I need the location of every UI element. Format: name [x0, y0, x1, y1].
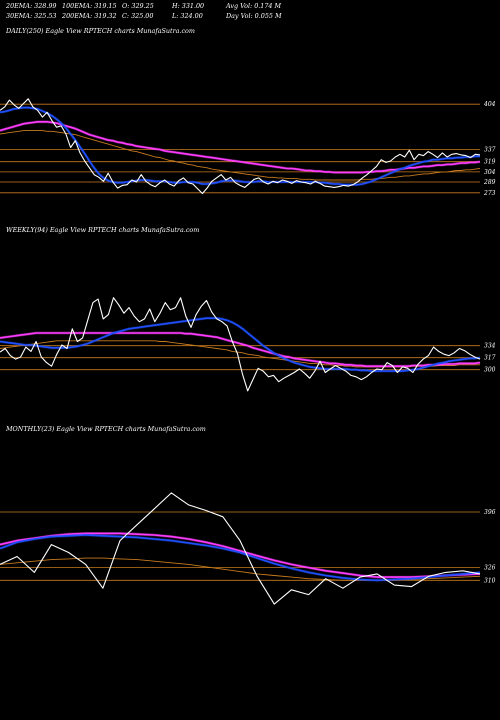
ema20-readout: 20EMA: 328.99: [6, 2, 57, 10]
ema200-readout: 200EMA: 319.32: [62, 12, 117, 20]
weekly-level-label: 300: [484, 367, 496, 374]
low-readout: L: 324.00: [172, 12, 203, 20]
weekly-ema-mid-line: [0, 332, 481, 368]
close-readout: C: 325.00: [122, 12, 154, 20]
weekly-level-label: 317: [484, 355, 496, 362]
day-vol-readout: Day Vol: 0.055 M: [226, 12, 282, 20]
daily-panel-title: DAILY(250) Eagle View RPTECH charts Muna…: [6, 27, 195, 35]
weekly-panel-title: WEEKLY(94) Eagle View RPTECH charts Muna…: [6, 226, 200, 234]
open-readout: O: 329.25: [122, 2, 154, 10]
avg-vol-readout: Avg Vol: 0.174 M: [226, 2, 282, 10]
weekly-price-line: [0, 297, 481, 392]
monthly-level-label: 326: [484, 565, 496, 572]
daily-level-label: 337: [484, 147, 496, 154]
daily-level-label: 273: [483, 190, 496, 197]
monthly-ema-short-line: [0, 534, 481, 582]
monthly-price-line: [0, 492, 481, 605]
monthly-level-label: 310: [484, 577, 496, 584]
monthly-panel-title: MONTHLY(23) Eagle View RPTECH charts Mun…: [6, 425, 206, 433]
high-readout: H: 331.00: [172, 2, 205, 10]
monthly-ema-mid-line: [0, 532, 481, 578]
daily-price-line: [0, 98, 481, 195]
monthly-level-label: 396: [484, 509, 496, 516]
weekly-level-label: 334: [484, 343, 496, 350]
ema30-readout: 30EMA: 325.53: [6, 12, 57, 20]
daily-level-label: 304: [484, 169, 496, 176]
daily-level-label: 404: [483, 101, 496, 108]
daily-level-label: 289: [483, 179, 496, 186]
daily-ema-long-line: [0, 130, 481, 181]
weekly-ema-mid-glow-line: [0, 331, 481, 368]
daily-ema-short-line: [0, 106, 480, 186]
ema100-readout: 100EMA: 319.15: [62, 2, 117, 10]
daily-level-label: 319: [484, 159, 496, 166]
weekly-ema-short-line: [0, 317, 481, 372]
